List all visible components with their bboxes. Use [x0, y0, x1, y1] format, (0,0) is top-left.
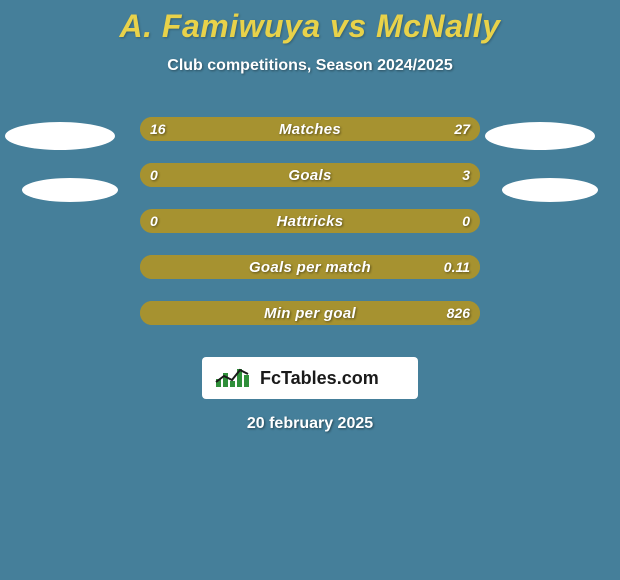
- stat-label: Goals per match: [140, 255, 480, 279]
- stat-value-left: 0: [150, 209, 158, 233]
- stat-value-right: 0: [462, 209, 470, 233]
- stat-value-right: 27: [454, 117, 470, 141]
- subtitle: Club competitions, Season 2024/2025: [0, 57, 620, 75]
- date-label: 20 february 2025: [0, 415, 620, 433]
- stat-value-right: 3: [462, 163, 470, 187]
- stat-row: Goals0 3: [140, 163, 480, 187]
- stat-label: Goals: [140, 163, 480, 187]
- stat-row: Goals per match0.11: [140, 255, 480, 279]
- stat-label: Matches: [140, 117, 480, 141]
- stat-value-left: 0: [150, 163, 158, 187]
- stat-rows: Matches1627Goals03Hattricks00Goals per m…: [0, 117, 620, 347]
- stat-value-left: 16: [150, 117, 166, 141]
- stat-row: Matches16 27: [140, 117, 480, 141]
- stat-value-right: 826: [447, 301, 470, 325]
- badge-text: FcTables.com: [260, 368, 379, 388]
- stat-label: Hattricks: [140, 209, 480, 233]
- stat-row: Min per goal826: [140, 301, 480, 325]
- stat-row: Hattricks0 0: [140, 209, 480, 233]
- chart-canvas: A. Famiwuya vs McNally Club competitions…: [0, 0, 620, 580]
- page-title: A. Famiwuya vs McNally: [0, 0, 620, 45]
- source-badge: FcTables.com: [202, 357, 418, 399]
- stat-value-right: 0.11: [444, 255, 470, 279]
- badge-logo: FcTables.com: [212, 364, 408, 392]
- stat-label: Min per goal: [140, 301, 480, 325]
